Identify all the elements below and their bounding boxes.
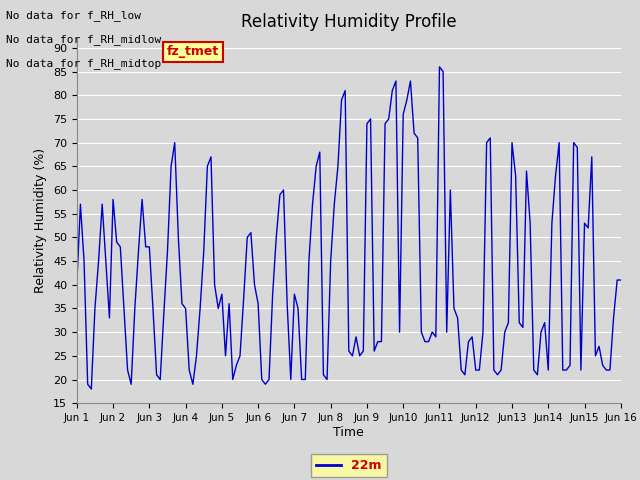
Text: No data for f_RH_midtop: No data for f_RH_midtop [6,58,162,69]
Y-axis label: Relativity Humidity (%): Relativity Humidity (%) [35,148,47,293]
Legend: 22m: 22m [311,454,387,477]
Text: No data for f_RH_midlow: No data for f_RH_midlow [6,34,162,45]
Text: fz_tmet: fz_tmet [167,45,220,59]
X-axis label: Time: Time [333,426,364,439]
Text: No data for f_RH_low: No data for f_RH_low [6,10,141,21]
Title: Relativity Humidity Profile: Relativity Humidity Profile [241,13,456,31]
